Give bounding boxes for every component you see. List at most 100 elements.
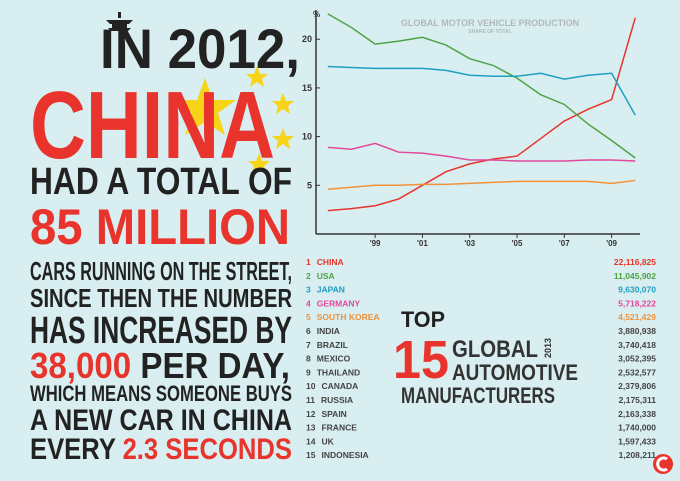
x-tick-label: '07: [559, 239, 570, 248]
headline-line: CARS RUNNING ON THE STREET,: [30, 256, 292, 286]
chart-subtitle: SHARE OF TOTAL: [468, 29, 511, 35]
series-line: [327, 142, 636, 162]
rank: 2: [306, 271, 311, 281]
row-value: 2,175,311: [619, 395, 657, 405]
headline-text: PER DAY,: [131, 345, 290, 386]
row-value: 1,740,000: [618, 423, 656, 433]
chart-title: GLOBAL MOTOR VEHICLE PRODUCTION: [401, 18, 579, 28]
row-value: 2,379,806: [618, 381, 656, 391]
row-label: 3 JAPAN: [306, 285, 345, 295]
logo: [653, 454, 673, 474]
row-label: 15 INDONESIA: [306, 450, 369, 460]
country: SOUTH KOREA: [317, 312, 380, 322]
rank: 6: [306, 326, 311, 336]
x-tick-label: '05: [512, 239, 523, 248]
series-line: [327, 13, 636, 159]
country: USA: [317, 271, 335, 281]
headline-line: SINCE THEN THE NUMBER: [30, 283, 292, 313]
headline-line: CHINA: [30, 72, 275, 179]
country: MEXICO: [317, 354, 351, 364]
headline-text: HAS INCREASED BY: [30, 310, 292, 352]
headline-line: WHICH MEANS SOMEONE BUYS: [30, 381, 292, 406]
pagoda-icon: [106, 12, 133, 31]
headline-text: SINCE THEN THE NUMBER: [30, 283, 292, 313]
country: INDIA: [317, 326, 340, 336]
country: SPAIN: [321, 409, 346, 419]
x-tick-label: '99: [370, 239, 381, 248]
country: THAILAND: [317, 367, 360, 377]
headline-text: WHICH MEANS SOMEONE BUYS: [30, 381, 292, 406]
x-tick-label: '01: [417, 239, 428, 248]
row-value: 9,630,070: [618, 285, 656, 295]
rank: 14: [306, 436, 316, 446]
rank: 12: [306, 409, 316, 419]
y-tick-label: 20: [302, 34, 312, 44]
row-label: 5 SOUTH KOREA: [306, 312, 380, 322]
rank: 15: [306, 450, 316, 460]
headline-text: 2.3 SECONDS: [123, 433, 292, 466]
row-value: 2,163,338: [618, 409, 656, 419]
country: UK: [321, 436, 334, 446]
row-label: 12 SPAIN: [306, 409, 347, 419]
headline-text: CARS RUNNING ON THE STREET,: [30, 256, 292, 286]
ranking-table: 1 CHINA 22,116,825 2 USA 11,045,902 3 JAPAN 9,63…: [306, 257, 656, 460]
row-label: 10 CANADA: [306, 381, 358, 391]
country: CHINA: [317, 257, 344, 267]
row-label: 14 UK: [306, 436, 335, 446]
headline-line: 85 MILLION: [30, 199, 290, 255]
country: INDONESIA: [321, 450, 368, 460]
headline-text: 38,000: [30, 345, 131, 386]
title-word: GLOBAL: [452, 336, 538, 363]
row-value: 22,116,825: [614, 257, 656, 267]
rank: 8: [306, 354, 311, 364]
headline-text: 85 MILLION: [30, 199, 290, 255]
title-word: AUTOMOTIVE: [452, 360, 578, 385]
country: CANADA: [321, 381, 358, 391]
rank: 13: [306, 423, 316, 433]
row-value: 2,532,577: [618, 367, 656, 377]
row-label: 13 FRANCE: [306, 423, 357, 433]
y-tick-label: 15: [302, 83, 312, 93]
top-label: TOP: [401, 307, 445, 332]
rank: 10: [306, 381, 316, 391]
rank: 5: [306, 312, 311, 322]
x-tick-label: '09: [606, 239, 617, 248]
rank: 9: [306, 367, 311, 377]
rank: 3: [306, 285, 311, 295]
title-word: MANUFACTURERS: [401, 383, 555, 408]
headline-line: HAD A TOTAL OF: [30, 161, 292, 203]
y-tick-label: 5: [307, 180, 312, 190]
headline-line: EVERY 2.3 SECONDS: [30, 433, 292, 466]
headline-text: HAD A TOTAL OF: [30, 161, 292, 203]
row-value: 1,597,433: [618, 436, 656, 446]
headline-text: A NEW CAR IN CHINA: [30, 404, 292, 437]
row-label: 7 BRAZIL: [306, 340, 348, 350]
country: FRANCE: [321, 423, 357, 433]
row-label: 6 INDIA: [306, 326, 340, 336]
country: RUSSIA: [321, 395, 353, 405]
headline-text: IN 2012,: [100, 17, 300, 80]
row-label: 4 GERMANY: [306, 298, 361, 308]
row-value: 3,880,938: [618, 326, 656, 336]
row-value: 11,045,902: [614, 271, 656, 281]
year-label: 2013: [543, 338, 553, 358]
row-label: 2 USA: [306, 271, 335, 281]
headline-line: 38,000 PER DAY,: [30, 345, 290, 386]
stars: [174, 66, 294, 174]
rank: 1: [306, 257, 311, 267]
series-line: [327, 179, 636, 190]
row-label: 11 RUSSIA: [306, 395, 353, 405]
country: BRAZIL: [317, 340, 348, 350]
series-line: [327, 65, 636, 116]
headline-line: IN 2012,: [100, 17, 300, 80]
row-value: 5,718,222: [618, 298, 656, 308]
row-label: 9 THAILAND: [306, 367, 360, 377]
row-value: 1,208,211: [619, 450, 657, 460]
row-label: 1 CHINA: [306, 257, 344, 267]
country: JAPAN: [317, 285, 345, 295]
row-value: 4,521,429: [618, 312, 656, 322]
rank: 7: [306, 340, 311, 350]
headline-text: EVERY: [30, 433, 123, 466]
